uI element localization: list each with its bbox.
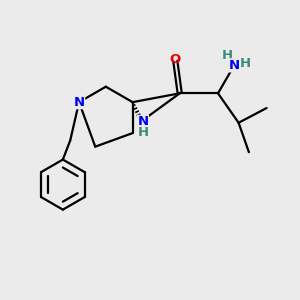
Text: N: N — [229, 59, 240, 72]
Text: N: N — [74, 96, 85, 109]
Text: H: H — [221, 49, 233, 62]
Text: O: O — [170, 53, 181, 66]
Text: H: H — [137, 126, 148, 139]
Text: N: N — [137, 116, 148, 128]
Text: H: H — [240, 57, 251, 70]
